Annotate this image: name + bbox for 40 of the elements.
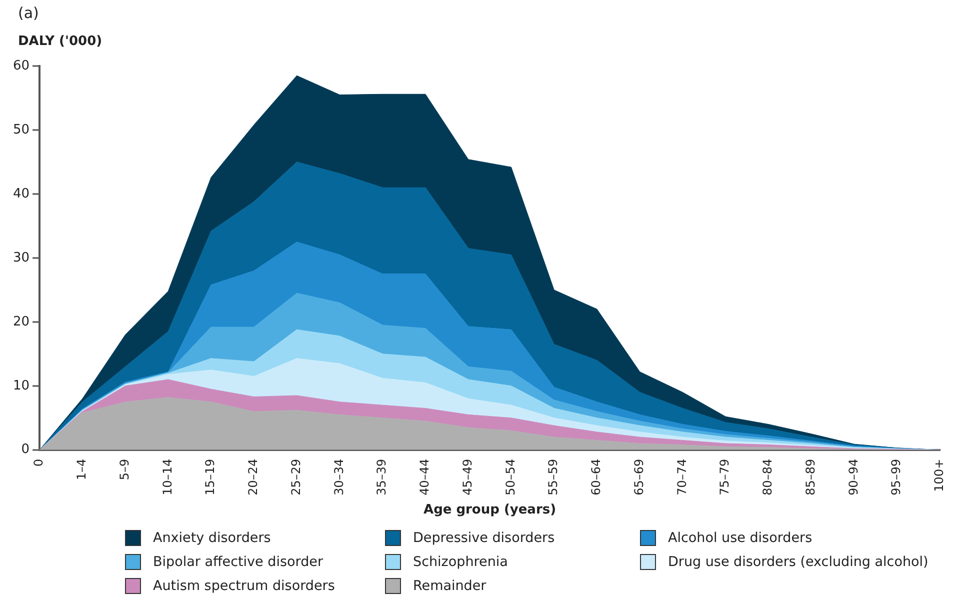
x-tick-label: 5–9 [117, 458, 132, 480]
legend-label: Remainder [413, 578, 486, 594]
x-tick-label: 0 [32, 458, 46, 466]
y-tick-label: 20 [12, 314, 30, 330]
x-tick-label: 15–19 [203, 458, 218, 496]
legend-label: Autism spectrum disorders [153, 578, 335, 594]
y-tick-label: 40 [12, 186, 30, 202]
legend-label: Drug use disorders (excluding alcohol) [668, 554, 928, 570]
legend-label: Anxiety disorders [153, 530, 271, 546]
x-tick-label: 75–79 [718, 458, 732, 496]
legend-label: Bipolar affective disorder [153, 554, 323, 570]
x-tick-label: 40–44 [418, 458, 432, 496]
x-tick-label: 60–64 [589, 458, 604, 496]
y-tick-label: 30 [12, 250, 30, 266]
x-tick-label: 55–59 [546, 458, 560, 496]
x-tick-label: 35–39 [374, 458, 389, 496]
x-tick-label: 50–54 [503, 458, 518, 496]
x-tick-label: 20–24 [246, 458, 260, 496]
legend-label: Schizophrenia [413, 554, 508, 570]
y-tick-label: 10 [12, 378, 30, 394]
y-axis-title: DALY ('000) [18, 34, 102, 49]
x-tick-label: 10–14 [160, 458, 174, 496]
x-tick-label: 45–49 [460, 458, 474, 496]
y-tick-label: 60 [12, 58, 30, 74]
x-tick-label: 100+ [932, 458, 946, 492]
text: (a) [18, 4, 39, 22]
y-tick-label: 0 [21, 442, 30, 458]
y-tick-label: 50 [12, 122, 30, 138]
legend-label: Depressive disorders [413, 530, 555, 546]
x-axis-title: Age group (years) [424, 502, 556, 518]
x-tick-label: 1–4 [74, 458, 89, 480]
x-tick-label: 25–29 [288, 458, 303, 496]
x-tick-label: 95–99 [889, 458, 904, 496]
x-tick-label: 85–89 [803, 458, 818, 496]
legend-label: Alcohol use disorders [668, 530, 812, 546]
x-tick-label: 90–94 [846, 458, 860, 496]
x-tick-label: 80–84 [760, 458, 775, 496]
x-tick-label: 65–69 [632, 458, 646, 496]
x-tick-label: 30–34 [332, 458, 346, 496]
x-tick-label: 70–74 [674, 458, 689, 496]
